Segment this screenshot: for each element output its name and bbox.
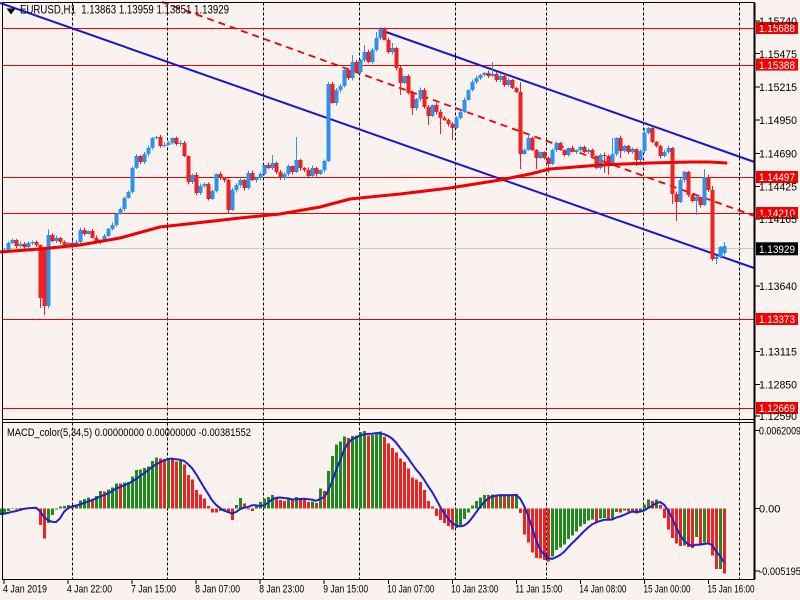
svg-text:1.14425: 1.14425 (759, 182, 797, 194)
svg-text:1.12669: 1.12669 (759, 403, 795, 415)
svg-text:9 Jan 15:00: 9 Jan 15:00 (323, 584, 368, 596)
svg-text:0.00: 0.00 (759, 504, 780, 516)
svg-text:14 Jan 08:00: 14 Jan 08:00 (579, 584, 626, 596)
svg-text:1.13373: 1.13373 (759, 314, 795, 326)
svg-text:1.13640: 1.13640 (759, 281, 797, 293)
svg-text:8 Jan 07:00: 8 Jan 07:00 (195, 584, 240, 596)
svg-text:10 Jan 23:00: 10 Jan 23:00 (451, 584, 498, 596)
svg-text:1.14690: 1.14690 (759, 149, 797, 161)
svg-text:1.14497: 1.14497 (759, 172, 795, 184)
svg-text:-0.005195: -0.005195 (759, 566, 800, 578)
svg-text:1.14165: 1.14165 (759, 214, 797, 226)
svg-text:1.12850: 1.12850 (759, 380, 797, 392)
svg-text:1.15388: 1.15388 (759, 60, 795, 72)
svg-text:1.13115: 1.13115 (759, 347, 797, 359)
svg-text:0.0062009: 0.0062009 (759, 426, 800, 438)
svg-text:4 Jan 22:00: 4 Jan 22:00 (67, 584, 112, 596)
svg-text:15 Jan 16:00: 15 Jan 16:00 (708, 584, 755, 596)
svg-text:7 Jan 15:00: 7 Jan 15:00 (131, 584, 176, 596)
svg-text:MACD_color(5,34,5) 0.00000000: MACD_color(5,34,5) 0.00000000 0.00000000… (7, 427, 251, 439)
svg-text:1.14210: 1.14210 (759, 208, 795, 220)
svg-text:1.12590: 1.12590 (759, 411, 797, 423)
svg-text:1.15215: 1.15215 (759, 82, 797, 94)
svg-text:15 Jan 00:00: 15 Jan 00:00 (644, 584, 691, 596)
svg-text:1.14950: 1.14950 (759, 115, 797, 127)
svg-text:1.15688: 1.15688 (759, 23, 795, 35)
svg-text:1.15475: 1.15475 (759, 49, 797, 61)
svg-text:8 Jan 23:00: 8 Jan 23:00 (259, 584, 304, 596)
svg-text:10 Jan 07:00: 10 Jan 07:00 (387, 584, 434, 596)
svg-text:4 Jan 2019: 4 Jan 2019 (3, 584, 47, 596)
svg-text:1.13929: 1.13929 (759, 244, 795, 256)
svg-text:1.15740: 1.15740 (759, 16, 797, 28)
svg-text:EURUSD,H1 1.13863 1.13959 1.1: EURUSD,H1 1.13863 1.13959 1.13851 1.1392… (20, 5, 229, 17)
svg-text:11 Jan 15:00: 11 Jan 15:00 (515, 584, 562, 596)
